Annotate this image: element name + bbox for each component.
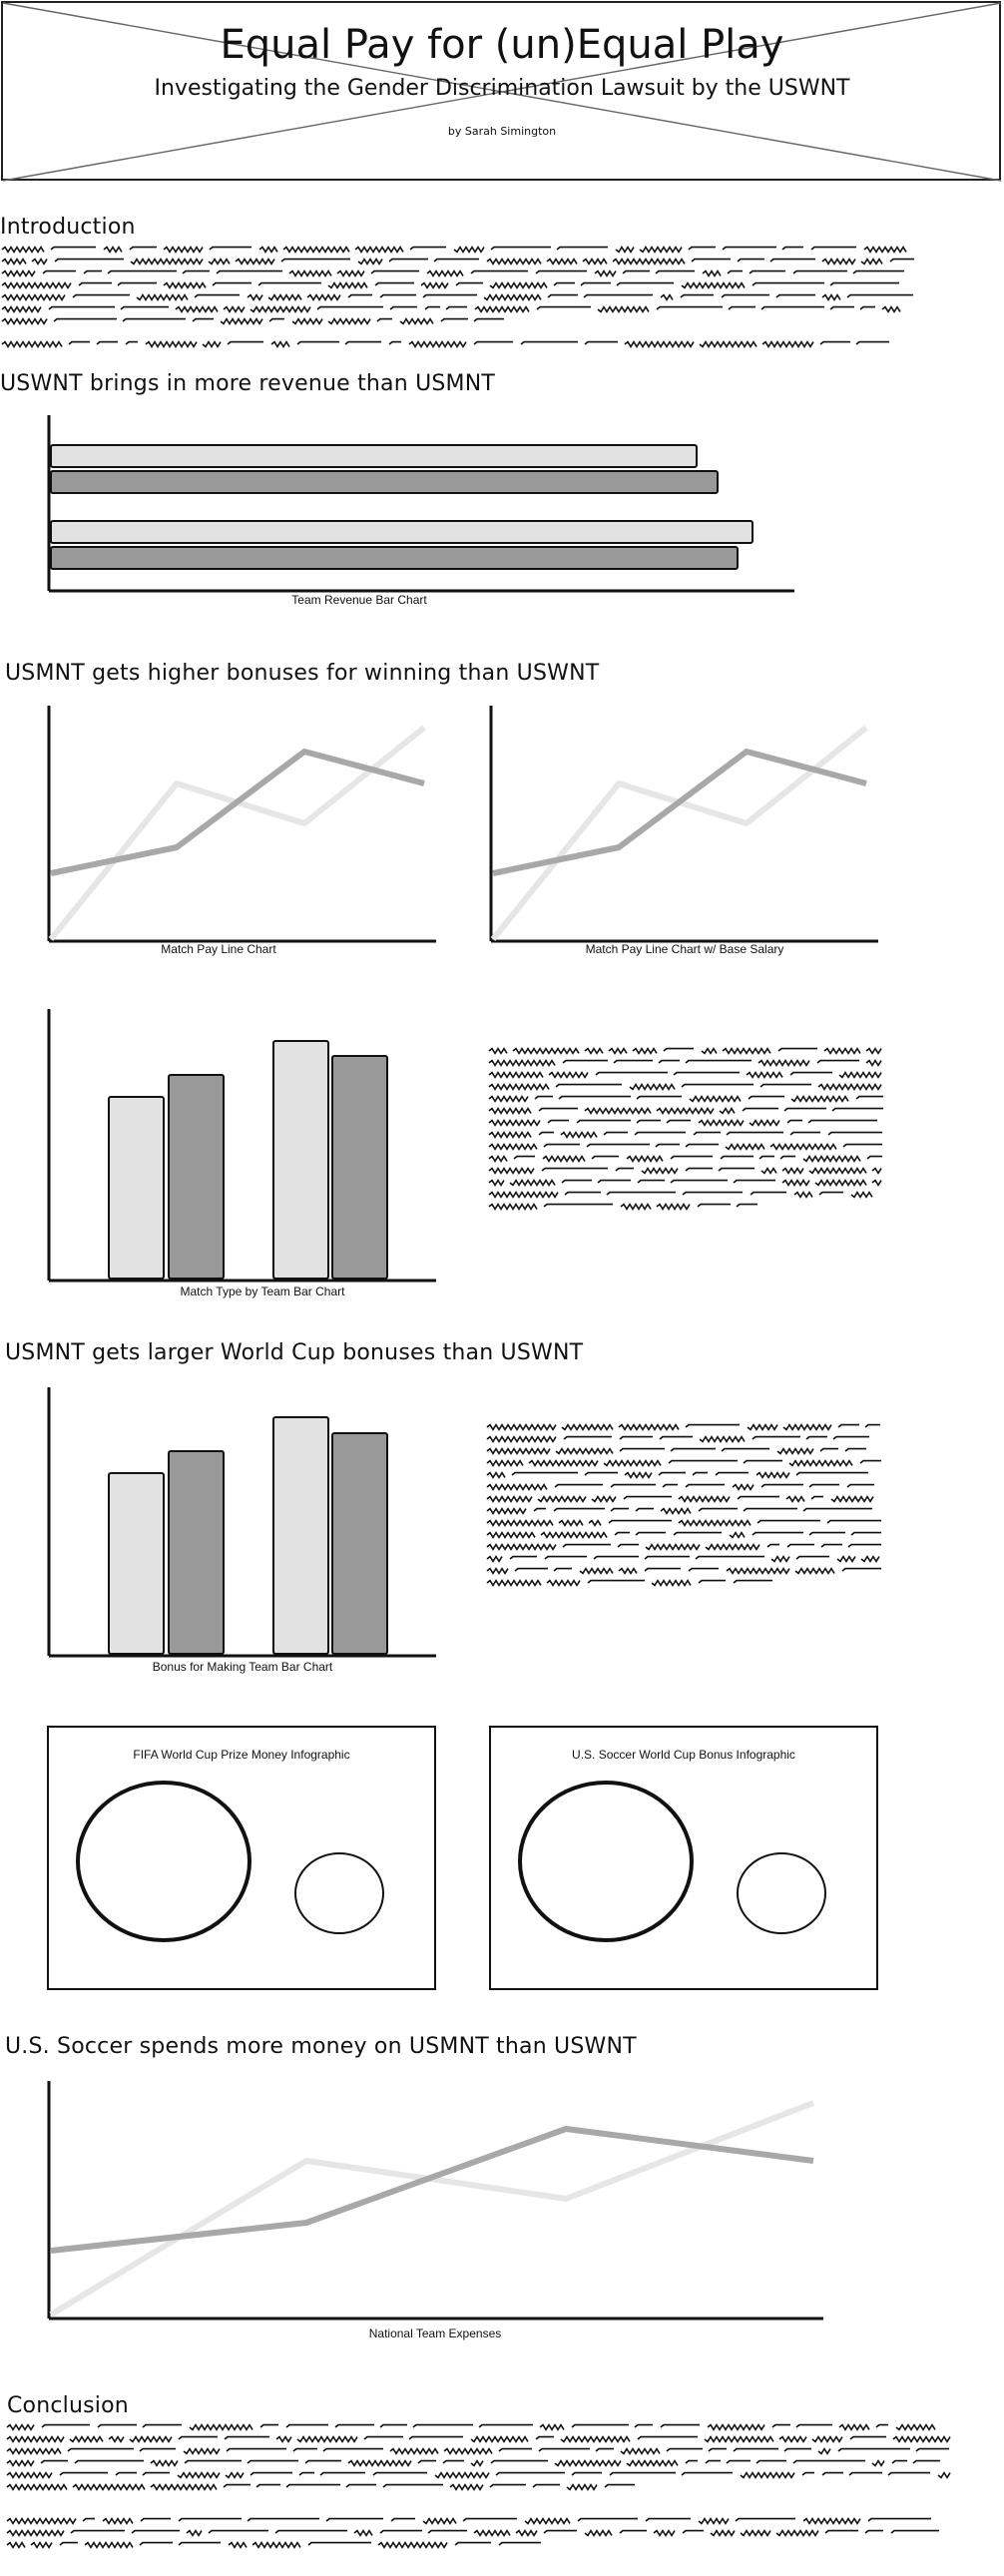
worldcup-side-text [486, 1423, 881, 1587]
match-pay-line-chart [47, 706, 436, 943]
page-subtitle: Investigating the Gender Discrimination … [154, 76, 850, 101]
caption-match-type: Match Type by Team Bar Chart [180, 1285, 345, 1298]
caption-expenses: National Team Expenses [368, 2326, 502, 2340]
match-type-bar-chart [47, 1009, 436, 1283]
section-heading-introduction: Introduction [0, 215, 136, 240]
intro-paragraph-2 [1, 340, 889, 348]
revenue-bar-chart [47, 415, 794, 593]
byline: by Sarah Simington [447, 125, 557, 138]
bonuses-side-text [488, 1047, 883, 1211]
bar-uswnt-1 [50, 444, 698, 468]
national-team-expenses-line-chart [47, 2081, 823, 2320]
caption-match-pay-base: Match Pay Line Chart w/ Base Salary [585, 942, 784, 956]
header-box [1, 1, 1001, 181]
bar-usmnt-1 [50, 470, 719, 494]
caption-ussoccer-infographic: U.S. Soccer World Cup Bonus Infographic [572, 1748, 795, 1762]
fifa-circles [76, 1781, 384, 1942]
conclusion-paragraph-1 [6, 2423, 951, 2491]
match-pay-base-salary-line-chart [489, 706, 878, 943]
bonus-for-making-team-bar-chart [47, 1387, 436, 1658]
ussoccer-infographic-box [489, 1726, 878, 1990]
caption-match-pay: Match Pay Line Chart [161, 942, 276, 956]
section-heading-spending: U.S. Soccer spends more money on USMNT t… [5, 2034, 637, 2059]
header-placeholder-cross [2, 2, 1002, 182]
section-heading-conclusion: Conclusion [7, 2393, 129, 2418]
ussoccer-circles [518, 1781, 826, 1942]
bar-usmnt-2 [50, 546, 739, 570]
bar-uswnt-2 [50, 520, 753, 544]
section-heading-revenue: USWNT brings in more revenue than USMNT [0, 371, 496, 396]
section-heading-bonuses: USMNT gets higher bonuses for winning th… [5, 661, 600, 686]
intro-paragraph-1 [1, 246, 914, 325]
section-heading-worldcup: USMNT gets larger World Cup bonuses than… [5, 1340, 584, 1365]
caption-fifa-infographic: FIFA World Cup Prize Money Infographic [133, 1748, 350, 1762]
caption-revenue-chart: Team Revenue Bar Chart [291, 593, 427, 607]
fifa-infographic-box [47, 1726, 436, 1990]
page-title: Equal Pay for (un)Equal Play [220, 22, 784, 68]
conclusion-paragraph-2 [6, 2517, 939, 2549]
caption-bonus-team: Bonus for Making Team Bar Chart [152, 1660, 333, 1674]
